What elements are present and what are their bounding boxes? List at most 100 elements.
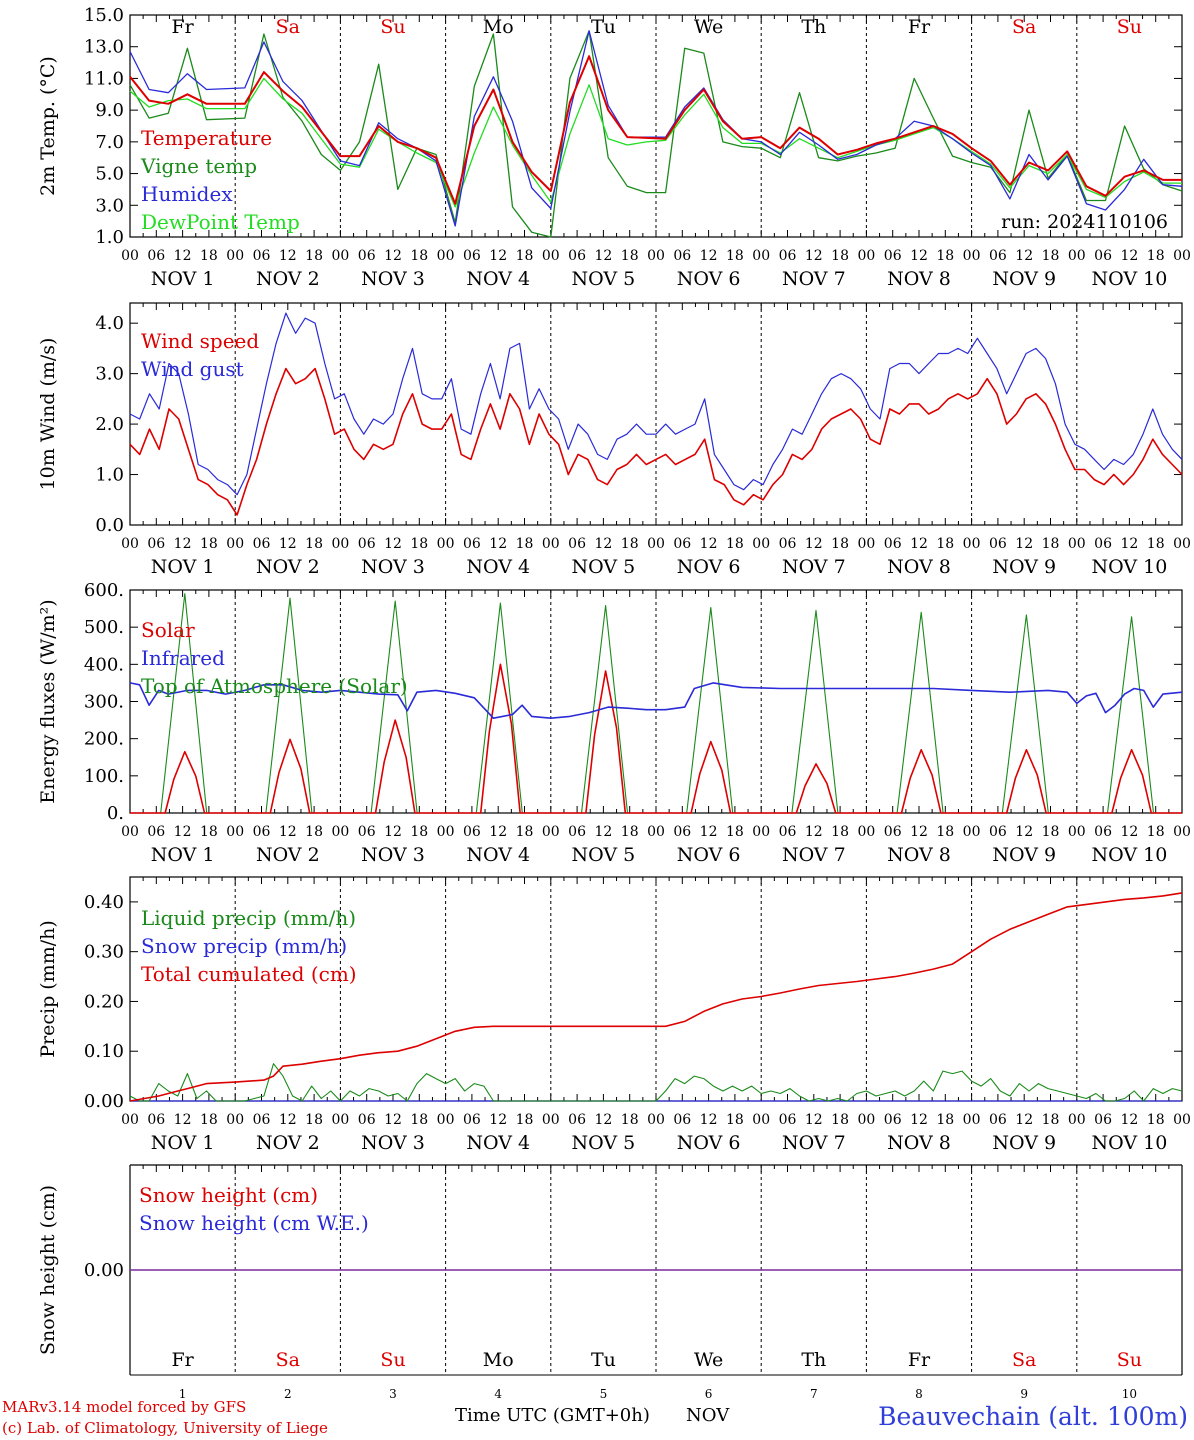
hour-tick-label: 00 bbox=[647, 1112, 665, 1128]
date-label: NOV 1 bbox=[151, 268, 215, 290]
hour-tick-label: 00 bbox=[542, 536, 560, 552]
date-label: NOV 7 bbox=[782, 268, 846, 290]
hour-tick-label: 00 bbox=[1173, 1112, 1191, 1128]
legend-solar: Solar bbox=[141, 618, 195, 642]
hour-tick-label: 00 bbox=[857, 1112, 875, 1128]
y-tick-label: 500. bbox=[84, 617, 124, 638]
hour-tick-label: 18 bbox=[621, 1112, 639, 1128]
weekday-label: Fr bbox=[171, 16, 194, 38]
date-label: NOV 1 bbox=[151, 1132, 215, 1154]
weekday-label: We bbox=[694, 16, 723, 38]
legend-liquid-precip-mm-h-: Liquid precip (mm/h) bbox=[141, 906, 356, 930]
hour-tick-label: 18 bbox=[831, 536, 849, 552]
hour-tick-label: 00 bbox=[121, 536, 139, 552]
hour-tick-label: 00 bbox=[542, 248, 560, 264]
y-tick-label: 3.0 bbox=[95, 364, 124, 385]
date-label: NOV 5 bbox=[572, 844, 636, 866]
hour-tick-label: 18 bbox=[200, 248, 218, 264]
hour-tick-label: 00 bbox=[963, 1112, 981, 1128]
hour-tick-label: 06 bbox=[779, 824, 797, 840]
weekday-label: Sa bbox=[1012, 1349, 1036, 1371]
hour-tick-label: 06 bbox=[884, 536, 902, 552]
series-line-total-cumulated bbox=[129, 892, 1183, 1102]
hour-tick-label: 06 bbox=[463, 1112, 481, 1128]
hour-tick-label: 12 bbox=[279, 1112, 297, 1128]
hour-tick-label: 00 bbox=[542, 1112, 560, 1128]
hour-tick-label: 12 bbox=[279, 824, 297, 840]
y-tick-label: 0.10 bbox=[84, 1041, 124, 1062]
hour-tick-label: 06 bbox=[253, 1112, 271, 1128]
hour-tick-label: 12 bbox=[594, 536, 612, 552]
hour-tick-label: 00 bbox=[437, 248, 455, 264]
hour-tick-label: 06 bbox=[1094, 536, 1112, 552]
weekday-label: We bbox=[694, 1349, 723, 1371]
day-number-label: 3 bbox=[389, 1387, 397, 1401]
legend-top-of-atmosphere-solar-: Top of Atmosphere (Solar) bbox=[141, 674, 408, 698]
hour-tick-label: 18 bbox=[200, 536, 218, 552]
hour-tick-label: 18 bbox=[726, 248, 744, 264]
date-label: NOV 3 bbox=[361, 844, 425, 866]
hour-tick-label: 18 bbox=[200, 824, 218, 840]
hour-tick-label: 18 bbox=[1042, 1112, 1060, 1128]
hour-tick-label: 06 bbox=[568, 536, 586, 552]
hour-tick-label: 12 bbox=[1015, 248, 1033, 264]
hour-tick-label: 06 bbox=[253, 824, 271, 840]
y-tick-label: 200. bbox=[84, 729, 124, 750]
y-tick-label: 0.30 bbox=[84, 942, 124, 963]
hour-tick-label: 18 bbox=[305, 248, 323, 264]
hour-tick-label: 00 bbox=[121, 824, 139, 840]
weekday-label: Sa bbox=[276, 1349, 300, 1371]
date-label: NOV 2 bbox=[256, 556, 320, 578]
date-label: NOV 9 bbox=[992, 844, 1056, 866]
y-tick-label: 0.20 bbox=[84, 991, 124, 1012]
hour-tick-label: 18 bbox=[410, 1112, 428, 1128]
date-label: NOV 8 bbox=[887, 1132, 951, 1154]
hour-tick-label: 00 bbox=[226, 536, 244, 552]
hour-tick-label: 12 bbox=[594, 824, 612, 840]
date-label: NOV 6 bbox=[677, 268, 741, 290]
station-label: Beauvechain (alt. 100m) bbox=[878, 1402, 1188, 1431]
weekday-label: Su bbox=[1117, 16, 1142, 38]
hour-tick-label: 06 bbox=[779, 536, 797, 552]
weekday-label: Mo bbox=[483, 16, 514, 38]
hour-tick-label: 06 bbox=[989, 1112, 1007, 1128]
legend-snow-height-cm-w-e-: Snow height (cm W.E.) bbox=[139, 1211, 369, 1235]
hour-tick-label: 12 bbox=[805, 1112, 823, 1128]
hour-tick-label: 18 bbox=[1042, 248, 1060, 264]
hour-tick-label: 18 bbox=[516, 1112, 534, 1128]
hour-tick-label: 12 bbox=[805, 536, 823, 552]
hour-tick-label: 12 bbox=[700, 248, 718, 264]
hour-tick-label: 12 bbox=[910, 824, 928, 840]
date-label: NOV 5 bbox=[572, 268, 636, 290]
hour-tick-label: 18 bbox=[1147, 248, 1165, 264]
hour-tick-label: 18 bbox=[831, 248, 849, 264]
date-label: NOV 7 bbox=[782, 844, 846, 866]
hour-tick-label: 06 bbox=[568, 248, 586, 264]
hour-tick-label: 18 bbox=[1147, 1112, 1165, 1128]
date-label: NOV 2 bbox=[256, 1132, 320, 1154]
hour-tick-label: 18 bbox=[726, 536, 744, 552]
y-tick-label: 9.0 bbox=[95, 100, 124, 121]
hour-tick-label: 12 bbox=[805, 824, 823, 840]
x-axis-2: 00 06 12 18 00 06 12 18 00 06 12 18 00 06 12 18 00 06 12 18… bbox=[121, 536, 1191, 578]
hour-tick-label: 06 bbox=[463, 824, 481, 840]
date-label: NOV 7 bbox=[782, 1132, 846, 1154]
hour-tick-label: 00 bbox=[437, 536, 455, 552]
hour-tick-label: 00 bbox=[1173, 536, 1191, 552]
hour-tick-label: 12 bbox=[174, 1112, 192, 1128]
hour-tick-label: 12 bbox=[174, 536, 192, 552]
hour-tick-label: 00 bbox=[226, 824, 244, 840]
y-tick-label: 11.0 bbox=[84, 68, 124, 89]
hour-tick-label: 12 bbox=[910, 1112, 928, 1128]
hour-tick-label: 06 bbox=[358, 536, 376, 552]
x-axis-4: 00 06 12 18 00 06 12 18 00 06 12 18 00 06 12 18 00 06 12 18… bbox=[121, 1112, 1191, 1154]
hour-tick-label: 06 bbox=[673, 536, 691, 552]
hour-tick-label: 18 bbox=[305, 536, 323, 552]
legend-temperature: Temperature bbox=[141, 126, 272, 150]
hour-tick-label: 06 bbox=[147, 536, 165, 552]
y-tick-label: 5.0 bbox=[95, 164, 124, 185]
date-label: NOV 4 bbox=[466, 556, 530, 578]
date-label: NOV 1 bbox=[151, 556, 215, 578]
model-credit: MARv3.14 model forced by GFS bbox=[2, 1398, 247, 1416]
y-tick-label: 600. bbox=[84, 580, 124, 601]
